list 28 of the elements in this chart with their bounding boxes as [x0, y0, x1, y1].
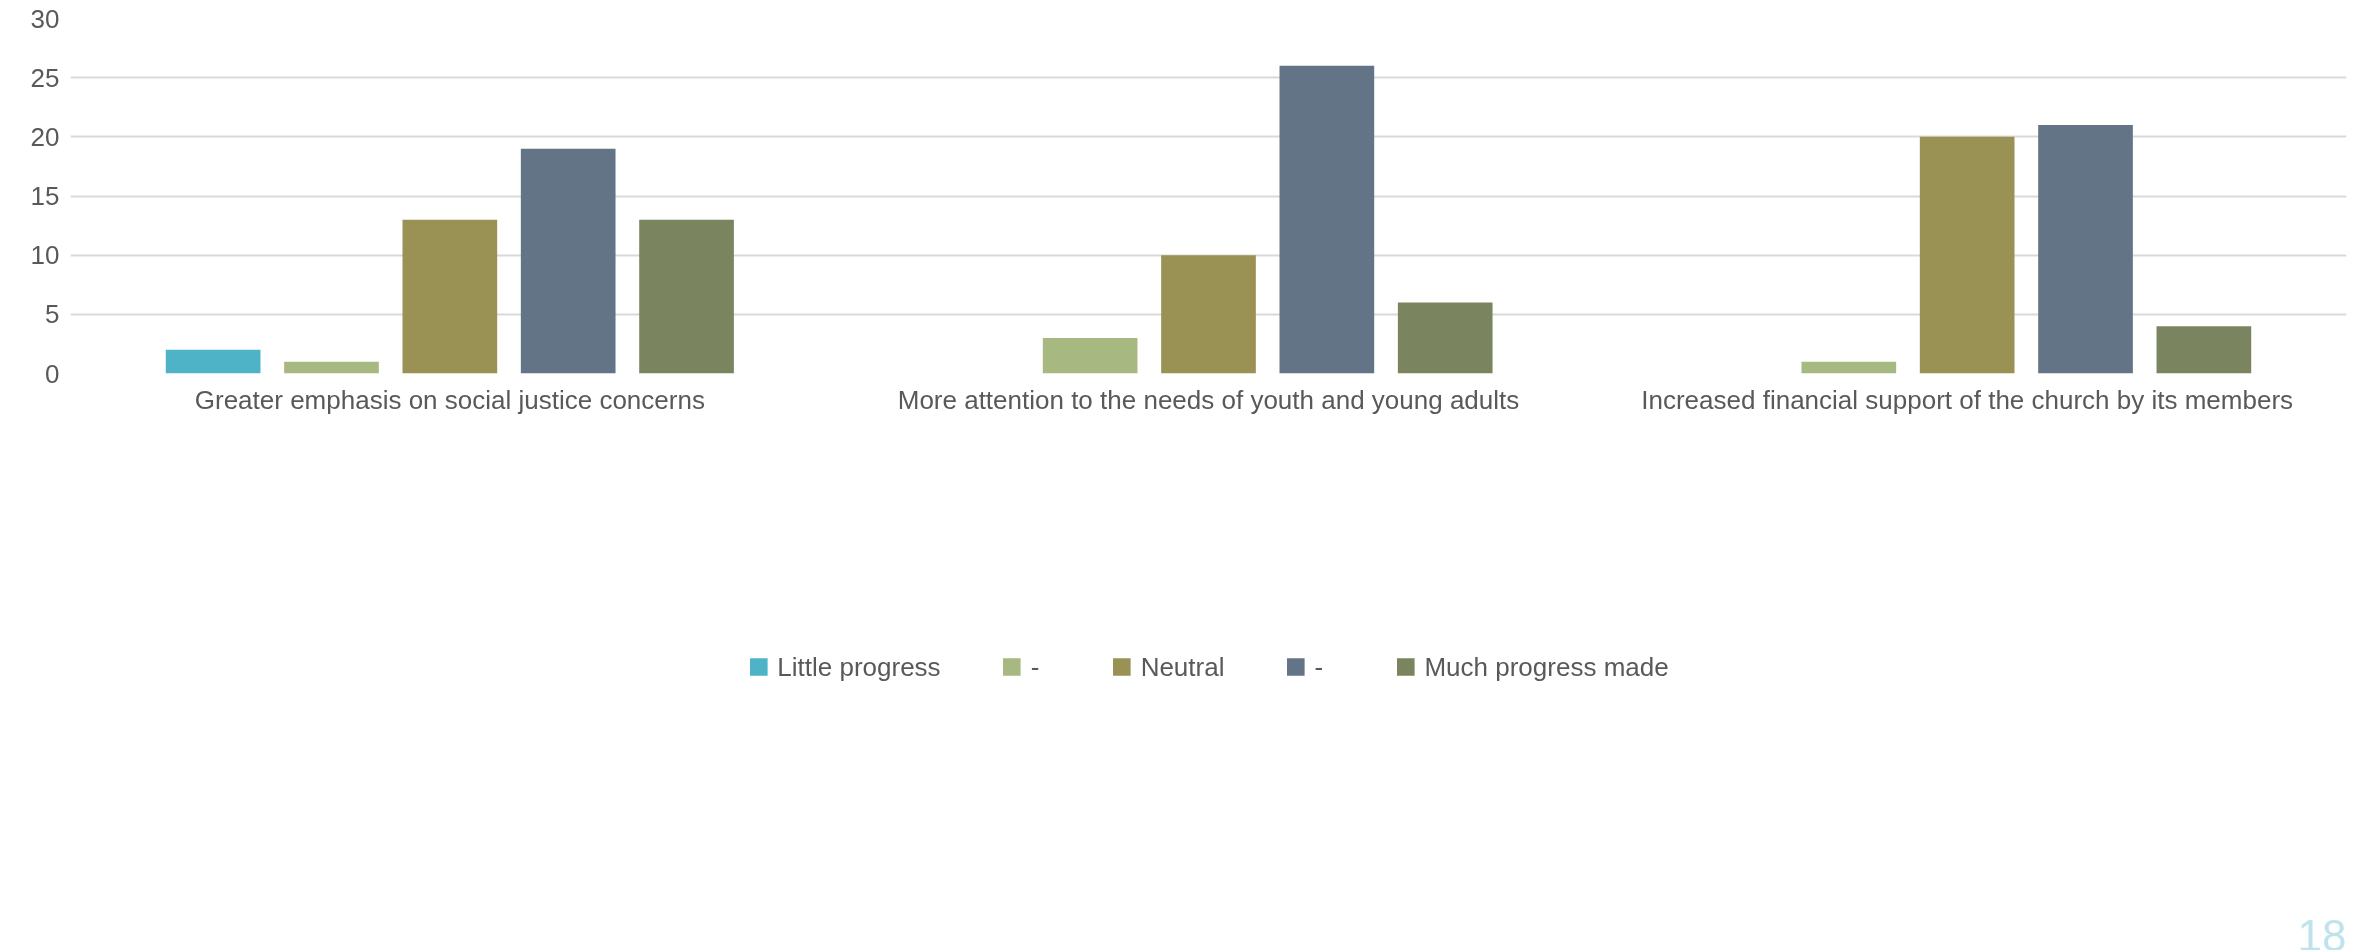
bar: [1397, 302, 1493, 374]
bar: [1161, 255, 1256, 374]
y-tick-label: 0: [45, 358, 60, 389]
bar: [1279, 65, 1375, 374]
y-tick-label: 20: [30, 121, 60, 152]
y-tick-label: 15: [30, 181, 60, 211]
y-tick-label: 10: [30, 240, 60, 271]
legend-label: Much progress made: [1424, 651, 1669, 683]
legend-label: Neutral: [1140, 651, 1225, 683]
bar: [165, 349, 261, 374]
bar: [284, 361, 379, 374]
x-tick-label: Greater emphasis on social justice concerns: [194, 384, 705, 415]
y-tick-label: 5: [45, 299, 60, 330]
legend-label: -: [1030, 651, 1041, 683]
bar: [1801, 361, 1897, 374]
bar: [1042, 338, 1138, 374]
x-tick-label: More attention to the needs of youth and young adults: [897, 384, 1520, 415]
bar: [2038, 125, 2133, 374]
x-tick-label: Increased financial support of the church by its members: [1641, 384, 2294, 415]
bar: [2156, 326, 2252, 374]
legend-label: Little progress: [777, 651, 941, 683]
bar: [1919, 136, 2015, 374]
y-tick-label: 25: [30, 62, 60, 93]
bar: [520, 148, 616, 374]
bar: [639, 219, 734, 374]
bar: [402, 219, 498, 374]
legend-label: -: [1314, 651, 1325, 683]
y-tick-label: 30: [30, 3, 60, 34]
